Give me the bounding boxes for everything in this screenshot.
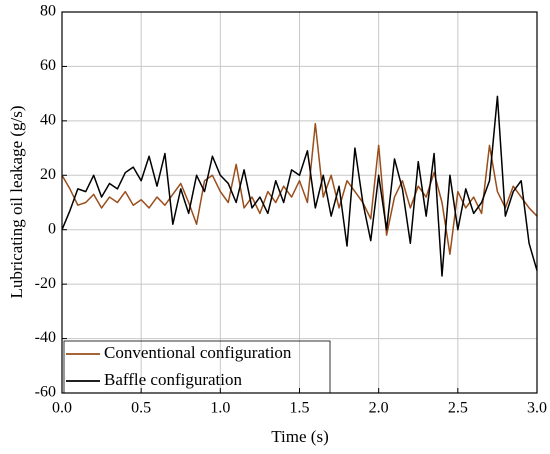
legend-label: Baffle configuration bbox=[104, 370, 243, 389]
x-tick-label: 0.0 bbox=[52, 400, 72, 417]
x-tick-label: 2.0 bbox=[369, 400, 389, 417]
x-tick-label: 3.0 bbox=[527, 400, 547, 417]
x-tick-label: 2.5 bbox=[448, 400, 468, 417]
y-tick-label: 20 bbox=[40, 166, 56, 183]
y-tick-label: 80 bbox=[40, 3, 56, 20]
x-tick-label: 0.5 bbox=[131, 400, 151, 417]
x-axis-label: Time (s) bbox=[271, 427, 328, 446]
x-tick-label: 1.5 bbox=[290, 400, 310, 417]
x-tick-label: 1.0 bbox=[210, 400, 230, 417]
y-axis-label: Lubricating oil leakage (g/s) bbox=[7, 105, 26, 298]
y-tick-label: -60 bbox=[35, 384, 56, 401]
series-line bbox=[61, 122, 538, 255]
y-tick-label: 40 bbox=[40, 112, 56, 129]
y-tick-label: -20 bbox=[35, 275, 56, 292]
y-tick-label: -40 bbox=[35, 329, 56, 346]
legend-label: Conventional configuration bbox=[104, 343, 292, 362]
legend-box bbox=[63, 340, 331, 394]
series-line bbox=[61, 95, 538, 277]
y-tick-label: 60 bbox=[40, 57, 56, 74]
y-tick-label: 0 bbox=[48, 220, 56, 237]
